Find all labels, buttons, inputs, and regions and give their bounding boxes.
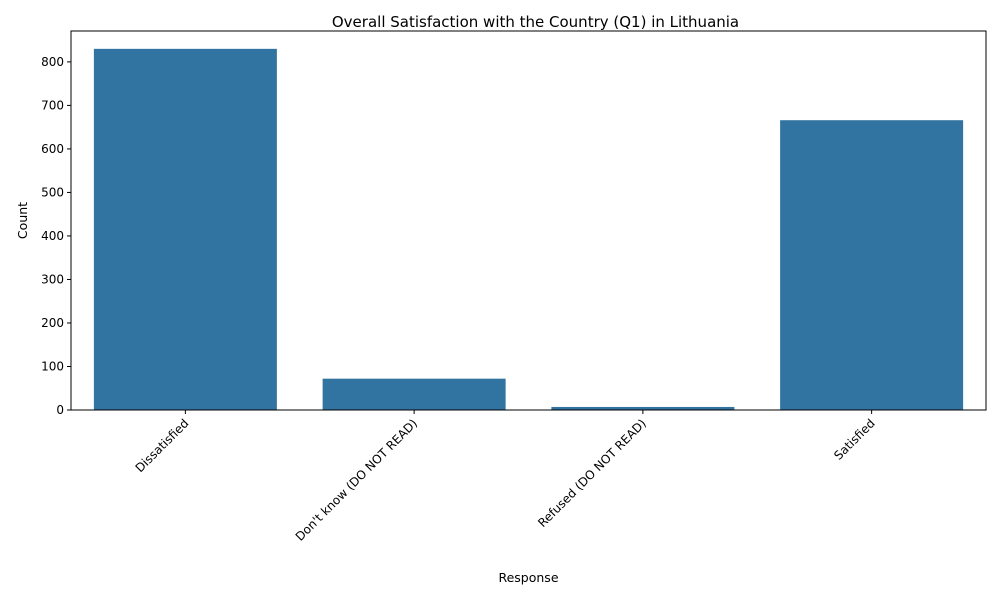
x-tick-label-0: Dissatisfied — [133, 416, 192, 475]
x-tick-label-1: Don't know (DO NOT READ) — [293, 416, 421, 544]
x-tick-label-2: Refused (DO NOT READ) — [535, 416, 649, 530]
bar-2 — [551, 406, 735, 410]
plot-area-frame — [70, 30, 987, 411]
bar-3 — [780, 120, 964, 411]
bars-group — [93, 48, 964, 411]
y-axis: 0 100 200 300 400 500 600 700 800 — [41, 55, 71, 417]
y-tick-label-4: 400 — [41, 229, 64, 243]
chart-title: Overall Satisfaction with the Country (Q… — [332, 13, 739, 31]
y-tick-label-3: 300 — [41, 272, 64, 286]
y-tick-label-8: 800 — [41, 55, 64, 69]
y-tick-label-2: 200 — [41, 316, 64, 330]
x-tick-label-3: Satisfied — [831, 416, 878, 463]
bar-0 — [93, 48, 277, 410]
x-axis: Dissatisfied Don't know (DO NOT READ) Refu… — [133, 410, 878, 544]
y-tick-label-5: 500 — [41, 185, 64, 199]
y-tick-label-1: 100 — [41, 359, 64, 373]
y-tick-label-0: 0 — [56, 403, 64, 417]
bar-1 — [322, 378, 506, 410]
y-axis-label: Count — [15, 202, 30, 239]
x-axis-label: Response — [498, 570, 558, 585]
y-tick-label-6: 600 — [41, 142, 64, 156]
y-tick-label-7: 700 — [41, 98, 64, 112]
